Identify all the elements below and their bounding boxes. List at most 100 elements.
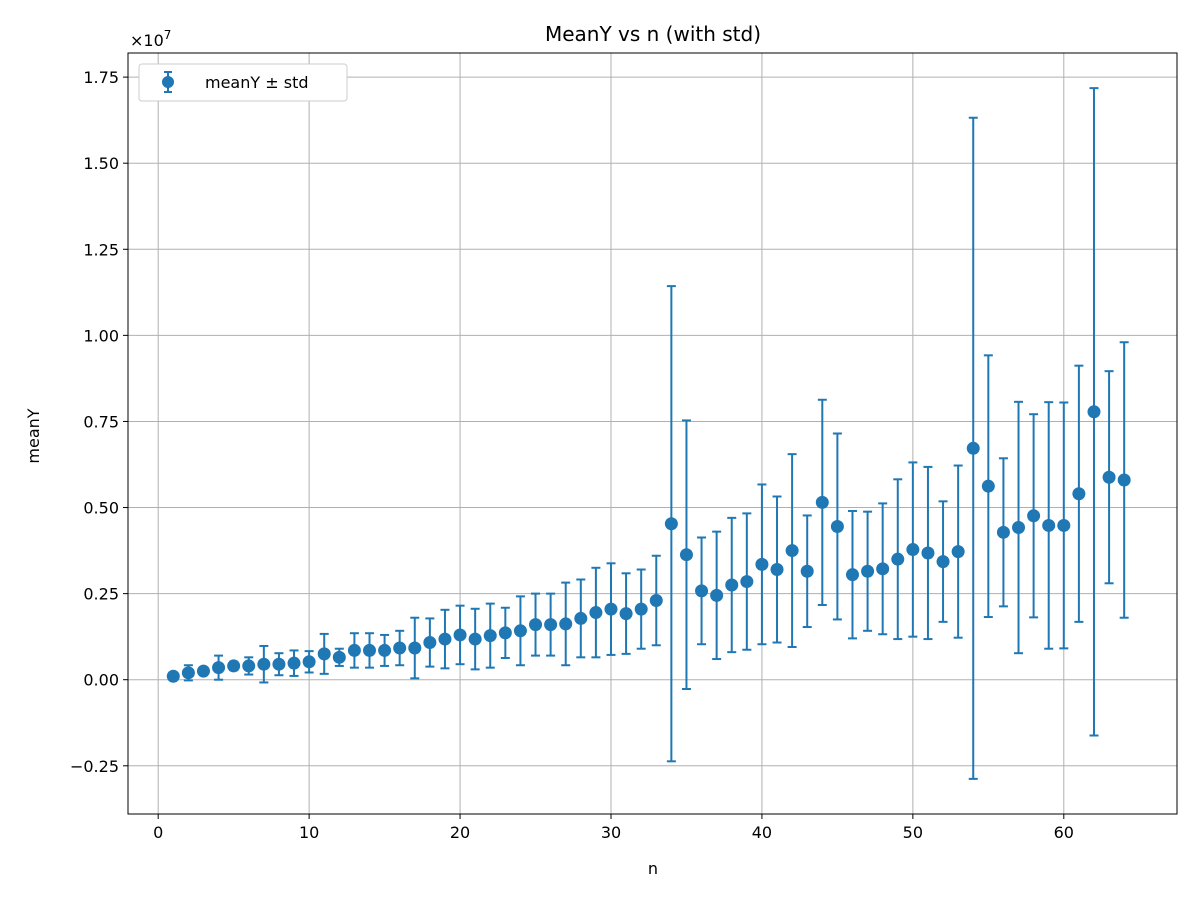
- ticks: 0 10 20 30 40 50 60 −0.25 0.00 0.25 0.50 0.75 1.00 1.…: [70, 68, 1074, 842]
- marker: [951, 545, 965, 559]
- legend-label: meanY ± std: [205, 73, 309, 92]
- marker: [212, 661, 226, 675]
- marker: [423, 636, 437, 650]
- marker: [362, 643, 376, 657]
- y-offset-base: ×10: [130, 31, 164, 50]
- marker: [981, 479, 995, 493]
- marker: [891, 552, 905, 566]
- data-point: [574, 578, 588, 659]
- x-axis-label: n: [648, 859, 658, 878]
- marker: [770, 563, 784, 577]
- data-point: [604, 562, 618, 656]
- data-point: [725, 516, 739, 654]
- data-point: [559, 581, 573, 667]
- data-point: [453, 604, 467, 666]
- data-point: [1087, 87, 1101, 737]
- data-point: [498, 606, 512, 660]
- y-tick-label: 1.00: [83, 326, 119, 345]
- data-point: [966, 116, 980, 780]
- data-point: [166, 669, 180, 683]
- marker: [1102, 470, 1116, 484]
- marker: [800, 564, 814, 578]
- marker: [830, 519, 844, 533]
- marker: [1027, 509, 1041, 523]
- data-point: [981, 354, 995, 619]
- data-point: [710, 530, 724, 661]
- marker: [468, 632, 482, 646]
- marker: [589, 606, 603, 620]
- data-point: [513, 595, 527, 667]
- marker: [408, 641, 422, 655]
- marker: [483, 629, 497, 643]
- marker: [921, 546, 935, 560]
- data-point: [257, 644, 271, 684]
- marker: [453, 628, 467, 642]
- marker: [619, 607, 633, 621]
- marker: [544, 618, 558, 632]
- y-tick-label: 0.50: [83, 499, 119, 518]
- data-point: [891, 478, 905, 641]
- y-offset-text: ×107: [130, 28, 171, 50]
- x-tick-label: 0: [153, 823, 163, 842]
- data-point: [181, 664, 195, 682]
- marker: [966, 441, 980, 455]
- y-offset-exponent: 7: [164, 28, 172, 42]
- marker: [393, 641, 407, 655]
- y-tick-label: −0.25: [70, 757, 119, 776]
- data-point: [483, 602, 497, 669]
- plot-frame: [127, 52, 1178, 815]
- data-point: [906, 461, 920, 638]
- x-tick-label: 60: [1054, 823, 1074, 842]
- data-point: [1042, 401, 1056, 650]
- data-point: [619, 572, 633, 655]
- marker: [498, 626, 512, 640]
- marker: [740, 575, 754, 589]
- data-point: [1057, 401, 1071, 650]
- marker: [1087, 405, 1101, 419]
- data-point: [302, 650, 316, 674]
- data-point: [649, 554, 663, 647]
- data-point: [227, 659, 241, 673]
- data-point: [287, 649, 301, 677]
- y-tick-label: 0.75: [83, 412, 119, 431]
- marker: [695, 584, 709, 598]
- data-point: [755, 483, 769, 646]
- marker: [317, 647, 331, 661]
- data-point: [362, 632, 376, 669]
- marker: [257, 657, 271, 671]
- marker: [378, 643, 392, 657]
- data-point: [1102, 370, 1116, 585]
- y-tick-label: 1.50: [83, 154, 119, 173]
- marker: [649, 594, 663, 608]
- data-point: [951, 464, 965, 639]
- data-point: [1027, 413, 1041, 619]
- marker: [574, 611, 588, 625]
- marker: [725, 578, 739, 592]
- data-point: [936, 500, 950, 623]
- data-point: [347, 632, 361, 669]
- data-point: [242, 656, 256, 676]
- data-point: [861, 510, 875, 632]
- data-point: [785, 453, 799, 648]
- data-point: [1117, 341, 1131, 619]
- marker: [936, 555, 950, 569]
- marker: [1057, 518, 1071, 532]
- y-tick-label: 0.25: [83, 585, 119, 604]
- data-point: [679, 419, 693, 691]
- data-point: [272, 652, 286, 677]
- x-tick-label: 10: [299, 823, 319, 842]
- x-tick-label: 40: [752, 823, 772, 842]
- marker: [513, 624, 527, 638]
- marker: [287, 656, 301, 670]
- marker: [1117, 473, 1131, 487]
- marker: [679, 548, 693, 562]
- data-point: [921, 465, 935, 641]
- marker: [302, 655, 316, 669]
- data-point: [438, 608, 452, 670]
- data-point: [740, 512, 754, 651]
- grid: [128, 53, 1177, 814]
- marker: [815, 495, 829, 509]
- marker: [906, 543, 920, 557]
- marker: [1042, 518, 1056, 532]
